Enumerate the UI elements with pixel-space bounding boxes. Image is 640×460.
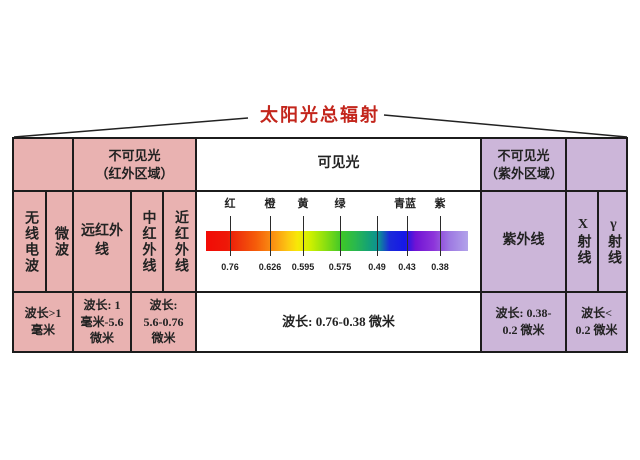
spectrum-tick [377, 216, 378, 256]
header-invisible-ultraviolet: 不可见光 （紫外区域） [482, 139, 565, 190]
spectrum-label-cyan-blue: 青蓝 [394, 198, 416, 210]
header-invisible-infrared: 不可见光 （红外区域） [74, 139, 195, 190]
band-microwave: 微波 [47, 192, 72, 291]
wavelength-xray-gamma: 波长< 0.2 微米 [567, 293, 626, 351]
connector-lines [13, 114, 628, 138]
connector-line-right [383, 114, 628, 138]
spectrum-tick [407, 216, 408, 256]
spectrum-label-green: 绿 [334, 198, 346, 210]
band-mid-infrared: 中红外线 [132, 192, 162, 291]
wavelength-mid-near-infrared: 波长: 5.6-0.76 微米 [132, 293, 195, 351]
spectrum-tick [303, 216, 304, 256]
spectrum-tick [270, 216, 271, 256]
wavelength-value: 0.43 [398, 262, 416, 272]
band-far-infrared: 远红外线 [74, 192, 130, 291]
header-visible-light: 可见光 [197, 139, 480, 190]
visible-spectrum-cell: 红 橙 黄 绿 青蓝 紫 0.76 0.626 0.595 0.575 0.49… [197, 192, 480, 291]
band-xray: X射线 [567, 192, 597, 291]
wavelength-far-infrared: 波长: 1 毫米-5.6 微米 [74, 293, 130, 351]
spectrum-label-orange: 橙 [264, 198, 276, 210]
spectrum-label-violet: 紫 [434, 198, 446, 210]
band-radio-waves: 无线电波 [14, 192, 45, 291]
wavelength-value: 0.49 [368, 262, 386, 272]
wavelength-value: 0.76 [221, 262, 239, 272]
band-gamma-ray: γ射线 [599, 192, 626, 291]
wavelength-value: 0.575 [328, 262, 352, 272]
wavelength-radio-microwave: 波长>1 毫米 [14, 293, 72, 351]
band-near-infrared: 近红外线 [164, 192, 195, 291]
wavelength-value: 0.595 [291, 262, 315, 272]
wavelength-visible: 波长: 0.76-0.38 微米 [197, 293, 480, 351]
wavelength-value: 0.38 [431, 262, 449, 272]
spectrum-tick [340, 216, 341, 256]
wavelength-value: 0.626 [258, 262, 282, 272]
spectrum-label-yellow: 黄 [297, 198, 309, 210]
band-ultraviolet: 紫外线 [482, 192, 565, 291]
spectrum-tick [440, 216, 441, 256]
wavelength-ultraviolet: 波长: 0.38- 0.2 微米 [482, 293, 565, 351]
connector-line-left [13, 117, 249, 138]
diagram-title: 太阳光总辐射 [260, 105, 380, 125]
spectrum-label-red: 红 [224, 198, 236, 210]
spectrum-table: 不可见光 （红外区域） 可见光 不可见光 （紫外区域） 无线电波 微波 远红外线… [12, 137, 628, 353]
header-cell-radio-blank [14, 139, 72, 190]
spectrum-gradient-bar [206, 231, 468, 251]
spectrum-tick [230, 216, 231, 256]
header-cell-ray-blank [567, 139, 626, 190]
